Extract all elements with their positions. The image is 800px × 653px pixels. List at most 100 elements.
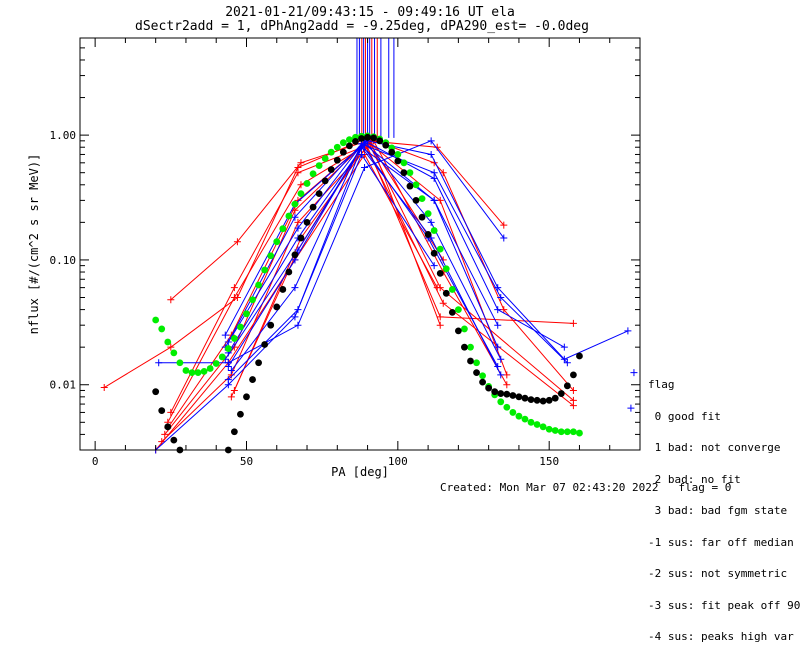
fit-curve-point [479, 372, 486, 380]
data-point-marker [497, 294, 505, 302]
fit-curve-point [315, 190, 323, 197]
fit-curve-point [218, 353, 226, 361]
x-tick-label: 0 [92, 455, 99, 468]
fit-curve-point [467, 357, 474, 365]
fit-curve-point [333, 156, 341, 164]
data-point-marker [569, 319, 577, 327]
data-point-marker [436, 313, 444, 321]
data-point-marker [494, 343, 502, 351]
fit-curve-point [570, 428, 577, 436]
fit-curve-point [557, 428, 565, 436]
fit-curve-point [473, 359, 480, 367]
fit-curve-point [521, 415, 529, 423]
data-point-marker [167, 296, 175, 304]
fit-curve-point [243, 310, 250, 318]
plot-title: 2021-01-21/09:43:15 - 09:49:16 UT ela [225, 5, 515, 20]
fit-curve-point [333, 143, 341, 151]
fit-curve-point [430, 249, 438, 257]
fit-curve-point [309, 203, 317, 211]
data-point-marker [427, 218, 435, 226]
data-point-marker [230, 294, 238, 302]
fit-curve-point [170, 349, 178, 357]
fit-curve-point [448, 286, 456, 293]
data-point-marker [100, 384, 108, 392]
fit-curve-point [539, 423, 547, 431]
fit-curve-point [352, 138, 359, 145]
fit-curve-point [303, 180, 311, 187]
fit-curve-point [533, 421, 541, 428]
fit-curve-point [279, 225, 287, 233]
flag-legend-item: 2 bad: no fit [648, 472, 741, 486]
flag-legend: flag 0 good fit 1 bad: not converge 2 ba… [648, 359, 800, 653]
fit-curve-point [339, 148, 347, 156]
y-tick-label: 1.00 [50, 129, 77, 142]
fit-curve-point [315, 162, 323, 169]
fit-curve-point [255, 359, 262, 367]
fit-curve-point [533, 396, 541, 404]
data-point-marker [503, 381, 511, 389]
data-series-line [155, 153, 438, 451]
flag-legend-item: 0 good fit [648, 409, 721, 423]
fit-curve-point [230, 428, 238, 436]
fit-curve-point [243, 393, 250, 401]
data-point-marker [497, 355, 505, 363]
data-point-marker [155, 359, 163, 367]
data-point-marker [436, 196, 444, 204]
data-point-marker [433, 284, 441, 292]
data-point-marker [569, 386, 577, 394]
fit-curve-point [388, 148, 396, 156]
fit-curve-point [424, 231, 432, 238]
fit-curve-point [255, 281, 262, 289]
fit-curve-point [158, 407, 166, 415]
fit-curve-point [400, 159, 408, 167]
fit-curve-point [394, 157, 402, 165]
y-tick-label: 0.10 [50, 254, 77, 267]
flag-legend-item: -2 sus: not symmetric [648, 567, 788, 580]
created-timestamp: Created: Mon Mar 07 02:43:20 2022 [440, 481, 659, 494]
plot-subtitle: dSectr2add = 1, dPhAng2add = -9.25deg, d… [135, 19, 589, 34]
fit-curve-point [497, 398, 505, 406]
fit-curve-point [273, 238, 281, 246]
fit-curve-point [346, 142, 353, 150]
fit-curve-point [321, 155, 329, 162]
fit-curve-point [454, 306, 462, 313]
x-axis-label: PA [deg] [331, 465, 389, 479]
fit-curve-point [267, 252, 275, 260]
flag-value: flag = 0 [678, 481, 732, 494]
flag-legend-item: 3 bad: bad fgm state [648, 504, 788, 517]
data-point-marker [497, 371, 505, 379]
data-point-marker [294, 321, 302, 329]
fit-curve-point [237, 323, 244, 331]
fit-curve-point [279, 286, 287, 293]
fit-curve-point [527, 418, 535, 426]
fit-curve-point [461, 343, 468, 351]
data-point-marker [630, 369, 638, 377]
data-point-marker [500, 306, 508, 314]
data-series-line [164, 143, 574, 435]
fit-curve-point [418, 195, 426, 203]
fit-curve-point [249, 296, 256, 304]
data-point-marker [224, 363, 232, 371]
fit-curve-point [424, 210, 432, 218]
fit-curve-point [346, 136, 353, 144]
fit-curve-point [545, 425, 553, 433]
fit-curve-point [261, 341, 269, 348]
data-series-line [227, 146, 502, 380]
data-point-marker [221, 331, 229, 339]
data-point-marker [227, 393, 235, 401]
fit-curve-point [376, 137, 384, 145]
data-point-marker [358, 143, 366, 151]
data-series-line [170, 140, 505, 301]
fit-curve-point [406, 169, 414, 177]
data-point-marker [427, 150, 435, 158]
x-tick-label: 100 [388, 455, 408, 468]
data-point-marker [297, 159, 305, 167]
data-series-line [170, 143, 508, 413]
flag-legend-title: flag [648, 378, 675, 391]
fit-curve-point [194, 369, 202, 377]
data-point-marker [361, 164, 369, 172]
data-point-marker [627, 404, 635, 412]
fit-curve-point [551, 394, 559, 402]
fit-curve-point [497, 390, 505, 397]
data-point-marker [427, 137, 435, 145]
